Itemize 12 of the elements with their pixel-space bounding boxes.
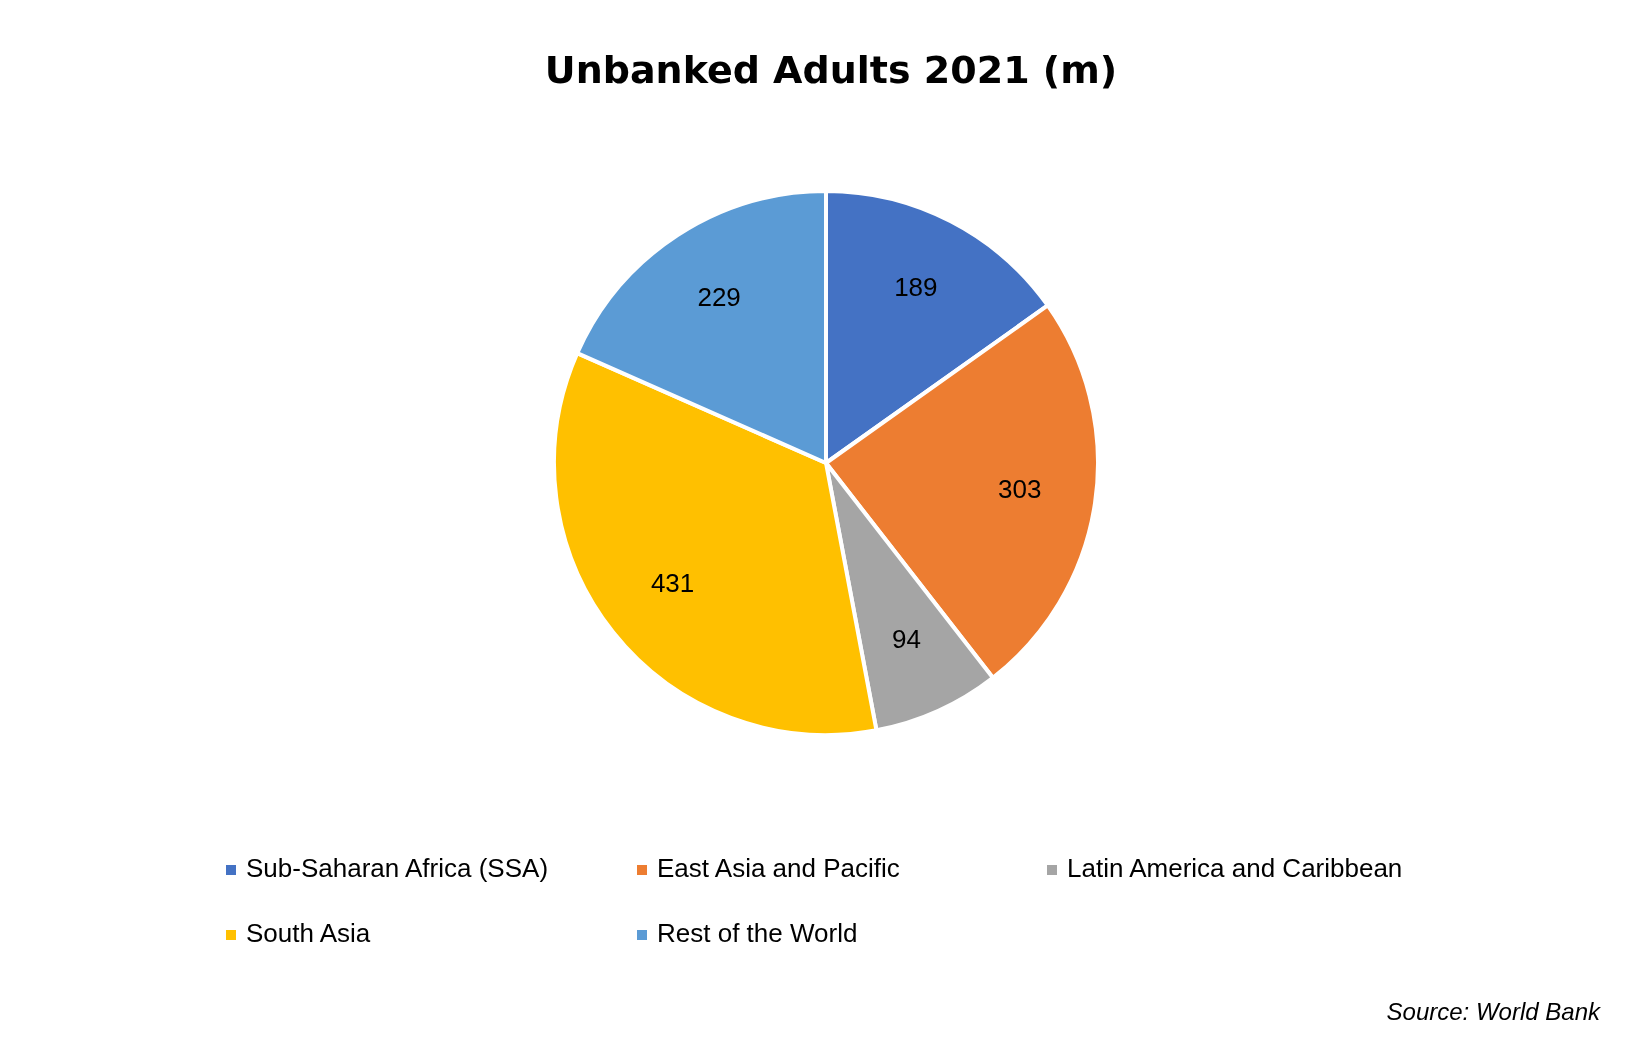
data-label: 94: [892, 624, 921, 655]
legend-label: East Asia and Pacific: [657, 852, 900, 883]
data-label: 189: [894, 271, 938, 302]
legend-label: South Asia: [246, 917, 371, 948]
chart-title: Unbanked Adults 2021 (m): [544, 48, 1118, 92]
legend-label: Rest of the World: [657, 917, 858, 948]
data-label: 229: [697, 281, 741, 312]
legend-label: Latin America and Caribbean: [1067, 852, 1403, 883]
legend-label: Sub-Saharan Africa (SSA): [246, 852, 549, 883]
data-label: 303: [998, 474, 1042, 505]
data-label: 431: [650, 567, 695, 598]
source-note: Source: World Bank: [1386, 998, 1602, 1025]
